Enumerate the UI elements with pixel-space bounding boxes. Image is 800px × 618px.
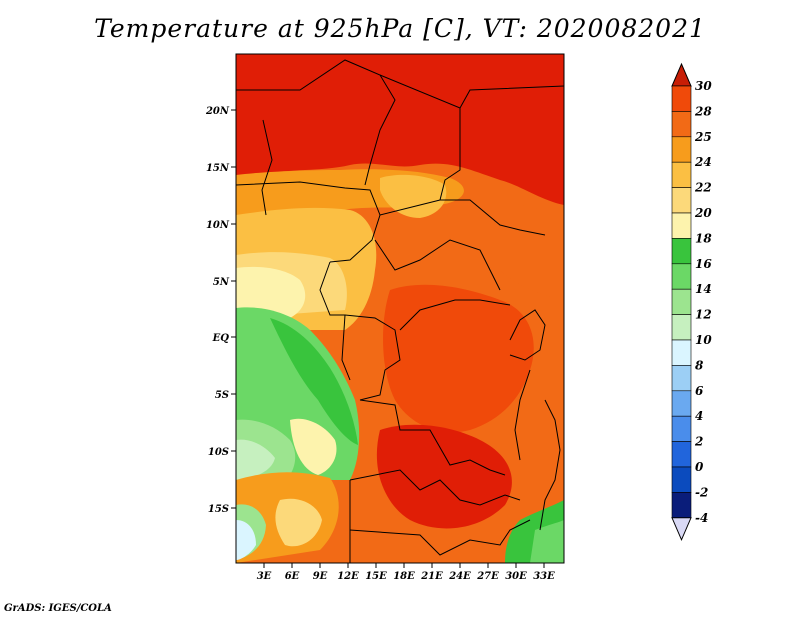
colorbar-label: 22 [694,181,712,195]
lat-label-15s: 15S [208,504,229,515]
colorbar-label: 24 [694,155,712,169]
plot-frame [235,53,565,564]
lat-label-5s: 5S [215,390,229,401]
colorbar-bottom-arrow [671,517,692,542]
lon-label-6e: 6E [285,571,300,582]
colorbar-swatch [671,365,692,392]
lon-label-24e: 24E [448,571,471,582]
colorbar-label: -2 [695,485,708,499]
colorbar-top-arrow [671,62,692,87]
lon-label-33e: 33E [533,571,555,582]
lon-label-15e: 15E [365,571,387,582]
lat-label-eq: EQ [212,333,230,344]
colorbar-label: 6 [695,384,704,398]
colorbar-label: 28 [694,104,712,118]
colorbar-label: 12 [695,308,712,322]
colorbar-swatch [671,238,692,265]
lat-label-10s: 10S [208,447,229,458]
colorbar-swatch [671,136,692,163]
colorbar-swatch [671,263,692,290]
lat-label-5n: 5N [213,277,230,288]
colorbar-label: -4 [695,511,708,525]
colorbar-swatch [671,85,692,112]
colorbar-swatch [671,161,692,188]
longitude-axis: 3E 6E 9E 12E 15E 18E 21E 24E 27E 30E 33E [257,563,555,582]
colorbar-swatch [671,390,692,417]
lon-label-12e: 12E [337,571,359,582]
grads-credit: GrADS: IGES/COLA [4,603,112,614]
colorbar-label: 14 [695,282,712,296]
lat-label-15n: 15N [206,163,230,174]
temperature-field [236,54,564,563]
colorbar-swatch [671,415,692,442]
colorbar-label: 10 [695,333,712,347]
country-borders [236,59,564,563]
lon-label-21e: 21E [420,571,443,582]
colorbar-label: 25 [694,130,712,144]
lon-label-3e: 3E [257,571,272,582]
colorbar-swatch [671,288,692,315]
colorbar-label: 8 [695,358,704,372]
colorbar-label: 16 [695,257,712,271]
colorbar-swatch [671,339,692,366]
lat-label-10n: 10N [206,220,230,231]
lat-label-20n: 20N [205,106,230,117]
colorbar-label: 4 [695,409,703,423]
lon-label-27e: 27E [476,571,499,582]
colorbar-label: 30 [695,79,712,93]
colorbar-swatch [671,466,692,493]
colorbar-swatch [671,212,692,239]
lon-label-9e: 9E [313,571,328,582]
colorbar-swatch [671,111,692,138]
colorbar-swatch [671,314,692,341]
colorbar-swatch [671,441,692,468]
colorbar-label: 18 [695,231,712,245]
colorbar-swatch [671,187,692,214]
lon-label-18e: 18E [393,571,415,582]
map-title: Temperature at 925hPa [C], VT: 202008202… [94,14,706,43]
latitude-axis: 20N 15N 10N 5N EQ 5S 10S 15S [205,106,236,515]
colorbar-label: 20 [694,206,712,220]
colorbar-label: 2 [694,435,703,449]
lon-label-30e: 30E [505,571,527,582]
colorbar-label: 0 [695,460,704,474]
colorbar-swatch [671,492,692,519]
